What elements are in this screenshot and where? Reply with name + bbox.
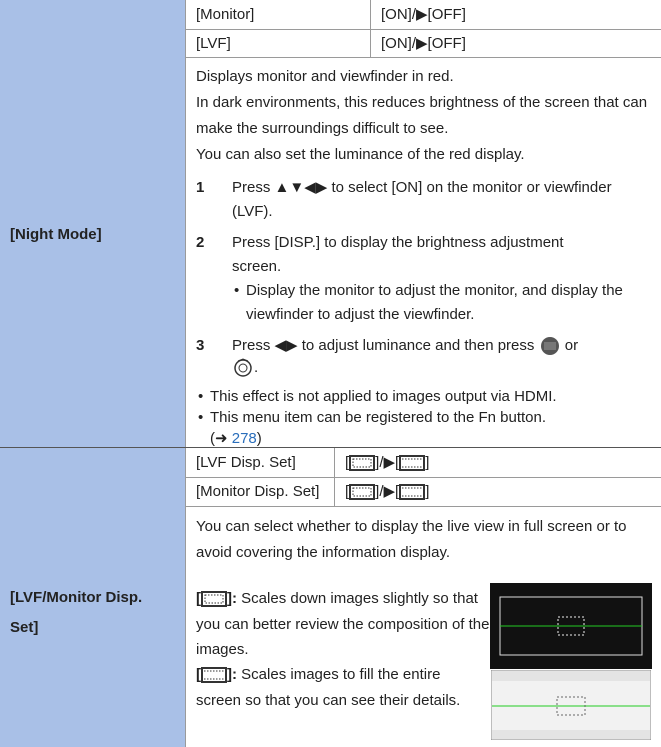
note-text: Display the monitor to adjust the monito… — [246, 282, 623, 323]
option-label: []: — [196, 666, 237, 684]
steps: 1 Press ▲▼◀▶ to select [ON] on the monito… — [196, 176, 623, 379]
scaled-frame-icon — [349, 455, 376, 472]
option-label: []: — [196, 590, 237, 608]
note-text: (➜ — [210, 430, 232, 447]
step-note: Display the monitor to adjust the monito… — [232, 279, 646, 327]
option: []: Scales down images slightly so that … — [196, 586, 496, 663]
full-frame-icon — [201, 667, 227, 684]
setting-value: [ ]/▶[] — [334, 478, 661, 507]
value-text: ]/▶[ — [375, 454, 400, 471]
setting-name: [Monitor] — [185, 0, 370, 30]
note: This effect is not applied to images out… — [196, 386, 656, 407]
setting-name: [LVF] — [185, 30, 370, 58]
description: You can select whether to display the li… — [196, 514, 658, 566]
label-cell — [0, 0, 185, 447]
cell-border — [185, 58, 186, 447]
label-text: ]: — [227, 666, 237, 683]
scaled-frame-icon — [349, 484, 376, 501]
screen-thumbnail — [491, 670, 651, 740]
screen-thumbnail — [490, 583, 652, 669]
option-text: Scales down images slightly so that you … — [196, 590, 490, 658]
step: 3 Press ◀▶ to adjust luminance and then p… — [196, 335, 661, 379]
step: 1 Press ▲▼◀▶ to select [ON] on the monito… — [196, 176, 616, 224]
dial-icon — [234, 358, 252, 377]
step-number: 1 — [196, 179, 205, 196]
cell-border — [185, 507, 186, 747]
setting-value: [ON]/▶[OFF] — [370, 0, 661, 30]
menu-set-icon — [540, 337, 559, 356]
row-label: [LVF/Monitor Disp. Set] — [10, 589, 143, 636]
step-text: Press ▲▼◀▶ to select [ON] on the monitor… — [232, 179, 612, 220]
label-cell — [0, 448, 185, 747]
value-text: ] — [425, 483, 430, 500]
step: 2 Press [DISP.] to display the brightness… — [196, 231, 623, 327]
step-text: . — [254, 359, 259, 376]
description: Displays monitor and viewfinder in red. … — [196, 64, 654, 168]
note: This menu item can be registered to the … — [196, 407, 656, 449]
option: []: Scales images to fill the entire scr… — [196, 662, 486, 713]
value-text: [ — [345, 483, 350, 500]
step-number: 3 — [196, 337, 205, 354]
step-text: Press [DISP.] to display the brightness … — [232, 234, 564, 275]
full-frame-icon — [399, 484, 426, 501]
full-frame-icon — [399, 455, 426, 472]
value-text: ] — [425, 454, 430, 471]
step-text: or — [564, 337, 579, 354]
paragraph: In dark environments, this reduces brigh… — [196, 94, 648, 137]
step-text: Press ◀▶ to adjust luminance and then pr… — [232, 337, 535, 354]
note-text: This effect is not applied to images out… — [210, 388, 557, 405]
label-text: [ — [196, 590, 201, 607]
setting-name: [Monitor Disp. Set] — [185, 478, 334, 507]
paragraph: Displays monitor and viewfinder in red. — [196, 68, 454, 85]
label-text: [ — [196, 666, 201, 683]
step-number: 2 — [196, 234, 205, 251]
option-text: Scales images to fill the entire screen … — [196, 666, 461, 709]
value-text: ]/▶[ — [375, 483, 400, 500]
setting-name: [LVF Disp. Set] — [185, 448, 334, 478]
scaled-frame-icon — [201, 591, 227, 608]
row-label: [Night Mode] — [10, 226, 102, 243]
page-link[interactable]: 278 — [231, 430, 257, 447]
setting-value: [ ]/▶[] — [334, 448, 661, 478]
label-text: ]: — [227, 590, 237, 607]
note-text: This menu item can be registered to the … — [210, 409, 547, 426]
note-text: ) — [256, 430, 262, 447]
paragraph: You can select whether to display the li… — [196, 518, 627, 561]
setting-value: [ON]/▶[OFF] — [370, 30, 661, 58]
paragraph: You can also set the luminance of the re… — [196, 146, 525, 163]
notes: This effect is not applied to images out… — [196, 386, 656, 449]
value-text: [ — [345, 454, 350, 471]
